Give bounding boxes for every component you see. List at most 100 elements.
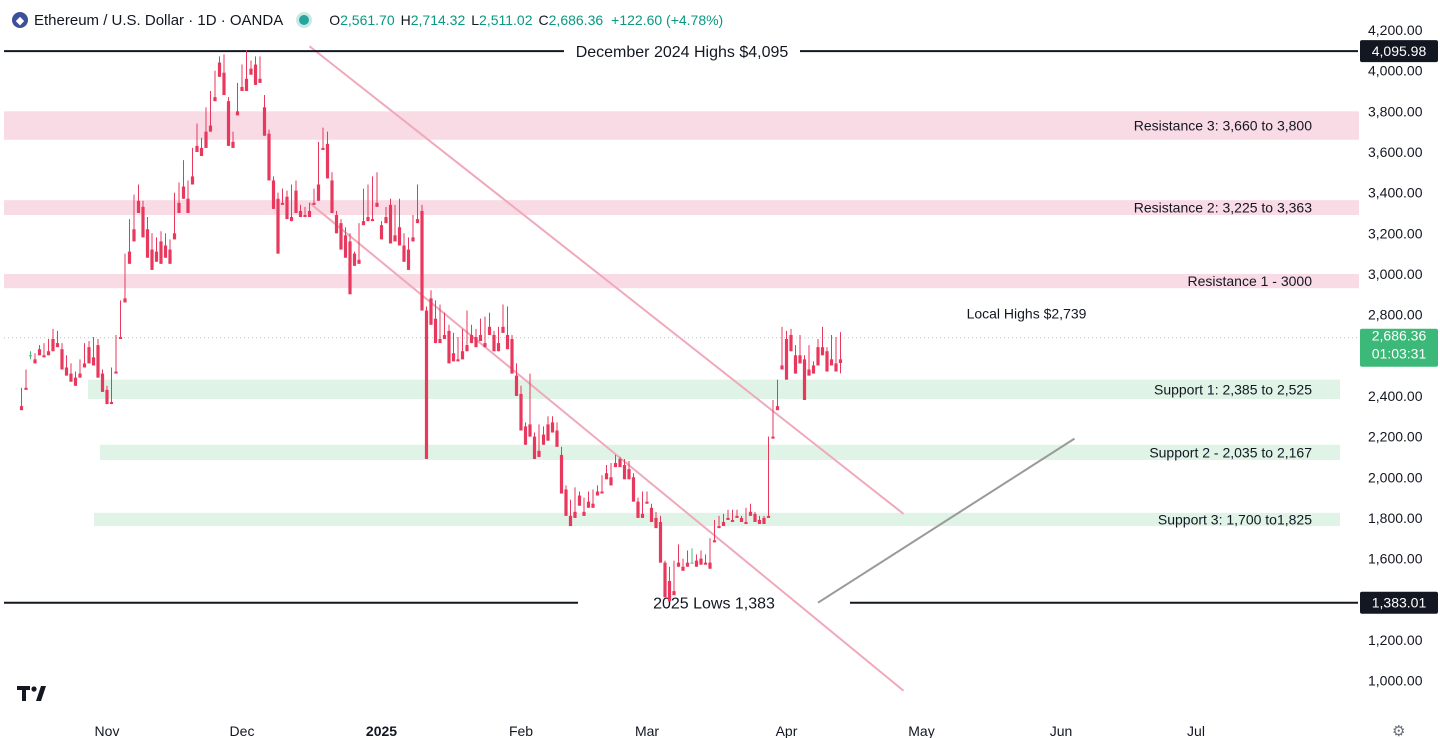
- candle-body: [811, 365, 816, 374]
- candle-body: [280, 202, 285, 205]
- candle-body: [793, 355, 798, 374]
- candle-body: [523, 426, 528, 445]
- candle-body: [829, 359, 834, 366]
- candle-body: [568, 515, 573, 527]
- candle-body: [757, 519, 762, 525]
- candle-body: [510, 339, 514, 374]
- tradingview-logo-icon[interactable]: [17, 686, 47, 702]
- candle-body: [717, 526, 721, 529]
- candle-body: [388, 204, 393, 244]
- candle-body: [780, 365, 784, 370]
- candle-body: [91, 357, 96, 366]
- candle-body: [366, 217, 370, 222]
- candle-body: [798, 355, 802, 364]
- candle-body: [604, 473, 609, 480]
- candle-body: [339, 223, 343, 250]
- candle-body: [631, 477, 636, 502]
- candle-body: [325, 143, 330, 179]
- candle-body: [145, 229, 150, 258]
- candle-body: [564, 489, 568, 516]
- resistance-zone: [4, 273, 1359, 289]
- candle-body: [132, 229, 136, 242]
- candle-body: [766, 515, 771, 518]
- candle-body: [24, 387, 28, 390]
- low-label: L: [471, 12, 480, 28]
- market-status-icon: [299, 15, 310, 25]
- candle-body: [442, 334, 447, 340]
- candle-body: [537, 450, 541, 457]
- candle-body: [474, 336, 478, 348]
- candle-body: [600, 491, 604, 494]
- candle-body: [285, 196, 289, 220]
- candle-body: [622, 465, 627, 480]
- candle-body: [424, 310, 429, 459]
- change-value: +122.60 (+4.78%): [611, 12, 724, 28]
- candle-body: [271, 180, 276, 209]
- candle-body: [433, 318, 438, 344]
- y-tick-label: 1,000.00: [1368, 673, 1423, 689]
- candle-body: [352, 253, 357, 266]
- candle-body: [154, 251, 159, 262]
- current-price-tag: [1360, 328, 1438, 367]
- channel-line: [308, 45, 905, 515]
- candle-body: [168, 249, 172, 264]
- candle-body: [163, 245, 168, 258]
- candle-body: [667, 580, 672, 602]
- candle-body: [208, 125, 213, 132]
- candle-body: [150, 249, 154, 270]
- candle-body: [505, 334, 510, 350]
- annotation-label: Local Highs $2,739: [967, 306, 1087, 322]
- candle-body: [181, 186, 186, 199]
- candle-body: [451, 353, 456, 362]
- candle-body: [253, 64, 258, 85]
- candle-body: [825, 351, 829, 372]
- zone-label: Support 3: 1,700 to1,825: [1158, 511, 1312, 527]
- x-tick-label: Dec: [230, 723, 255, 738]
- candle-body: [123, 298, 127, 303]
- candle-body: [465, 345, 469, 352]
- candle-body: [330, 180, 334, 213]
- candle-body: [487, 326, 492, 335]
- candle-body: [514, 375, 519, 396]
- candle-body: [541, 434, 546, 445]
- x-tick-label: Jun: [1050, 723, 1073, 738]
- ethereum-icon[interactable]: ◆: [12, 12, 28, 28]
- candle-body: [519, 393, 523, 431]
- candle-body: [708, 562, 712, 569]
- candle-body: [582, 511, 586, 516]
- open-label: O: [329, 12, 341, 28]
- candle-body: [420, 210, 424, 311]
- candle-body: [469, 334, 474, 344]
- candle-body: [172, 233, 177, 240]
- symbol-title[interactable]: Ethereum / U.S. Dollar · 1D · OANDA: [34, 11, 284, 29]
- level-label: 2025 Lows 1,383: [653, 596, 775, 613]
- candle-body: [73, 377, 78, 386]
- candle-body: [334, 215, 339, 234]
- candle-body: [550, 422, 555, 433]
- settings-gear-icon[interactable]: ⚙: [1392, 723, 1406, 738]
- candle-body: [663, 562, 667, 598]
- candle-body: [226, 101, 231, 146]
- candle-body: [33, 359, 37, 364]
- candle-body: [51, 339, 55, 352]
- candle-body: [586, 501, 591, 508]
- candle-body: [384, 217, 388, 224]
- candle-body: [739, 517, 744, 522]
- x-tick-label: Jul: [1187, 723, 1205, 738]
- support-trend-line: [817, 437, 1076, 604]
- candle-body: [672, 591, 676, 596]
- candle-body: [37, 349, 42, 356]
- candle-body: [775, 406, 780, 411]
- candle-body: [105, 389, 109, 405]
- candle-body: [195, 145, 199, 152]
- zone-label: Support 2 - 2,035 to 2,167: [1149, 444, 1312, 460]
- y-tick-label: 3,000.00: [1368, 266, 1423, 282]
- candle-body: [46, 351, 51, 356]
- candle-body: [816, 347, 820, 366]
- candle-body: [690, 562, 694, 564]
- zone-label: Resistance 3: 3,660 to 3,800: [1134, 118, 1312, 134]
- candle-body: [658, 521, 663, 563]
- candle-body: [694, 560, 699, 567]
